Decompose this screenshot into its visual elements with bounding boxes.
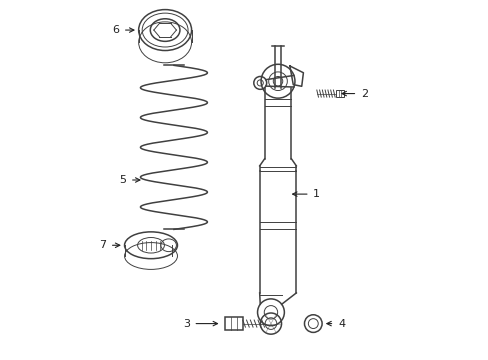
Text: 1: 1 (313, 189, 320, 199)
FancyBboxPatch shape (336, 90, 343, 98)
Text: 2: 2 (360, 89, 367, 99)
Text: 6: 6 (112, 25, 119, 35)
Text: 7: 7 (99, 240, 106, 250)
Text: 3: 3 (183, 319, 189, 329)
Text: 4: 4 (337, 319, 345, 329)
FancyBboxPatch shape (224, 317, 242, 330)
Text: 5: 5 (119, 175, 126, 185)
